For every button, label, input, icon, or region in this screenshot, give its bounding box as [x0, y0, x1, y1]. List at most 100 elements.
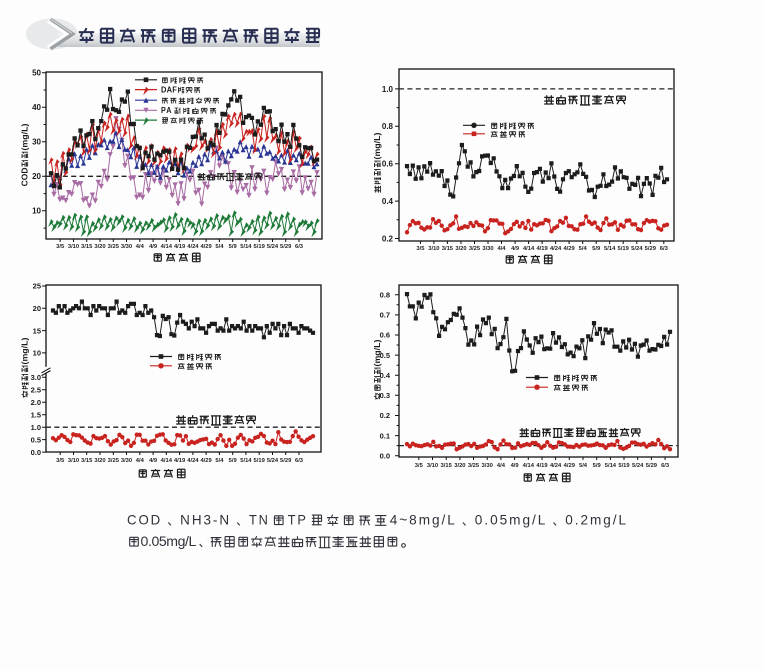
svg-text:0.6: 0.6	[382, 160, 394, 169]
svg-text:5/14: 5/14	[605, 463, 617, 469]
svg-text:5/9: 5/9	[592, 246, 601, 252]
svg-text:5/29: 5/29	[646, 463, 658, 469]
svg-text:5/4: 5/4	[579, 463, 588, 469]
svg-text:4/19: 4/19	[536, 246, 548, 252]
svg-text:3/20: 3/20	[94, 458, 105, 464]
svg-text:4/29: 4/29	[563, 246, 575, 252]
svg-text:20: 20	[33, 304, 41, 313]
svg-text:25: 25	[33, 282, 41, 291]
svg-text:5/9: 5/9	[593, 463, 602, 469]
svg-text:2.0: 2.0	[31, 398, 41, 407]
svg-text:3/15: 3/15	[81, 244, 93, 250]
svg-text:0.2mg/L: 0.2mg/L	[565, 512, 628, 528]
svg-text:3/20: 3/20	[455, 246, 466, 252]
svg-text:3/15: 3/15	[442, 246, 454, 252]
svg-text:3/5: 3/5	[56, 458, 65, 464]
svg-text:4/14: 4/14	[523, 246, 535, 252]
svg-text:4/14: 4/14	[523, 463, 535, 469]
svg-text:4/4: 4/4	[136, 458, 145, 464]
svg-text:3.0: 3.0	[31, 373, 41, 382]
svg-text:3/25: 3/25	[108, 244, 120, 250]
svg-text:4/24: 4/24	[187, 244, 199, 250]
svg-text:3/15: 3/15	[81, 458, 93, 464]
svg-text:5/24: 5/24	[632, 463, 644, 469]
svg-text:4~8mg/L: 4~8mg/L	[390, 512, 457, 528]
svg-text:4/14: 4/14	[161, 458, 173, 464]
svg-text:TN: TN	[249, 512, 270, 528]
svg-text:6/3: 6/3	[295, 458, 304, 464]
svg-text:0.6: 0.6	[380, 331, 390, 340]
svg-text:10: 10	[32, 207, 41, 216]
svg-text:1.0: 1.0	[382, 85, 394, 94]
svg-text:DAF: DAF	[161, 85, 177, 94]
svg-text:0.7: 0.7	[380, 311, 390, 320]
svg-text:4/19: 4/19	[174, 458, 186, 464]
svg-text:0.8: 0.8	[380, 290, 390, 299]
svg-text:1.5: 1.5	[31, 410, 41, 419]
svg-text:PA: PA	[161, 106, 173, 115]
svg-text:4/9: 4/9	[511, 246, 520, 252]
svg-text:5/14: 5/14	[604, 246, 616, 252]
svg-text:0.05mg/L: 0.05mg/L	[141, 533, 197, 549]
svg-text:5/19: 5/19	[618, 246, 630, 252]
svg-text:20: 20	[32, 172, 41, 181]
svg-text:5/4: 5/4	[215, 458, 224, 464]
svg-text:5/4: 5/4	[579, 246, 588, 252]
svg-text:(mg/L): (mg/L)	[372, 339, 382, 366]
svg-text:5/24: 5/24	[267, 244, 279, 250]
svg-text:5/19: 5/19	[618, 463, 630, 469]
svg-text:4/14: 4/14	[161, 244, 173, 250]
svg-text:4/4: 4/4	[497, 463, 506, 469]
svg-text:5/29: 5/29	[280, 458, 292, 464]
svg-text:3/30: 3/30	[121, 244, 132, 250]
svg-text:3/30: 3/30	[121, 458, 132, 464]
svg-text:6/3: 6/3	[660, 246, 669, 252]
svg-text:0.1: 0.1	[380, 431, 390, 440]
svg-text:3/5: 3/5	[56, 244, 65, 250]
svg-text:0.05mg/L: 0.05mg/L	[475, 512, 547, 528]
svg-text:5/29: 5/29	[645, 246, 657, 252]
svg-text:3/15: 3/15	[441, 463, 453, 469]
svg-text:3/30: 3/30	[482, 463, 493, 469]
svg-text:TP: TP	[288, 512, 308, 528]
svg-text:3/25: 3/25	[469, 246, 481, 252]
svg-text:4/19: 4/19	[536, 463, 548, 469]
svg-text:3/10: 3/10	[428, 246, 439, 252]
svg-text:4/9: 4/9	[511, 463, 520, 469]
svg-text:4/24: 4/24	[550, 246, 562, 252]
svg-text:NH3-N: NH3-N	[180, 512, 231, 528]
svg-text:4/29: 4/29	[200, 458, 212, 464]
svg-text:0.4: 0.4	[380, 371, 391, 380]
svg-text:50: 50	[32, 69, 41, 78]
svg-text:6/3: 6/3	[295, 244, 304, 250]
svg-text:COD: COD	[127, 512, 162, 528]
svg-text:4/9: 4/9	[149, 244, 158, 250]
svg-text:30: 30	[32, 138, 41, 147]
svg-text:0.2: 0.2	[380, 411, 390, 420]
svg-text:5/19: 5/19	[254, 244, 266, 250]
svg-text:6/3: 6/3	[661, 463, 670, 469]
svg-text:3/5: 3/5	[416, 246, 425, 252]
svg-text:3/30: 3/30	[482, 246, 493, 252]
svg-text:2.5: 2.5	[31, 386, 41, 395]
svg-text:(mg/L): (mg/L)	[20, 123, 30, 150]
svg-text:3/20: 3/20	[454, 463, 465, 469]
svg-text:4/24: 4/24	[550, 463, 562, 469]
svg-text:(mg/L): (mg/L)	[20, 337, 30, 364]
svg-text:(mg/L): (mg/L)	[372, 132, 382, 159]
svg-text:3/10: 3/10	[427, 463, 438, 469]
svg-text:0.4: 0.4	[382, 197, 394, 206]
svg-text:COD: COD	[20, 168, 30, 187]
svg-text:0.5: 0.5	[31, 435, 41, 444]
svg-text:0.0: 0.0	[31, 448, 41, 457]
svg-text:4/4: 4/4	[136, 244, 145, 250]
svg-text:0.3: 0.3	[380, 391, 390, 400]
svg-text:0.0: 0.0	[380, 451, 390, 460]
svg-text:5/4: 5/4	[215, 244, 224, 250]
svg-text:5/19: 5/19	[254, 458, 266, 464]
svg-text:4/9: 4/9	[149, 458, 158, 464]
svg-text:3/10: 3/10	[68, 244, 79, 250]
svg-text:4/29: 4/29	[200, 244, 212, 250]
svg-text:0.5: 0.5	[380, 351, 390, 360]
svg-text:3/5: 3/5	[415, 463, 424, 469]
